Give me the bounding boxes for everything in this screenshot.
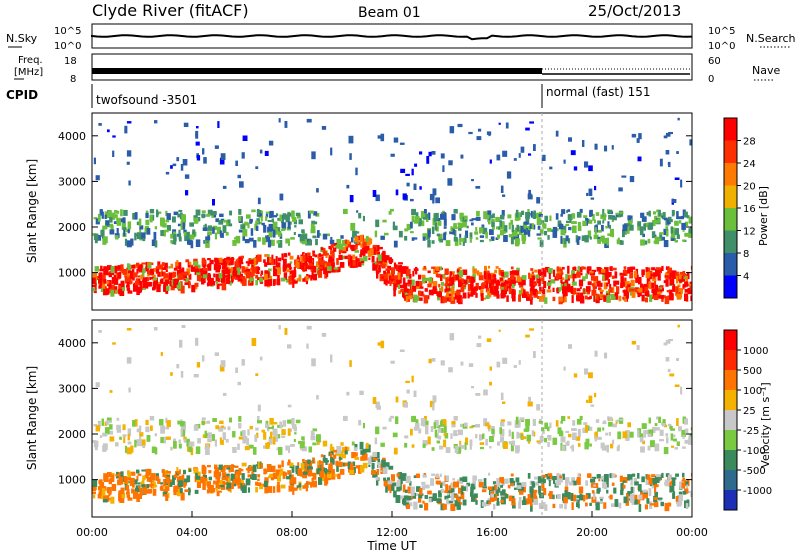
velocity-cbar-title: Velocity [m s⁻¹] xyxy=(759,382,772,467)
xtick-label: 16:00 xyxy=(476,526,508,539)
colorbar-swatch xyxy=(724,430,737,450)
colorbar-tick: 12 xyxy=(743,227,756,238)
xtick-label: 04:00 xyxy=(176,526,208,539)
freq-label-1: Freq. xyxy=(18,55,43,66)
power-colorbar: 4 8 12 16 20 24 28 xyxy=(723,117,756,299)
nsky-label: N.Sky xyxy=(6,32,38,45)
cpid-normal: normal (fast) 151 xyxy=(546,85,650,99)
power-yaxis: 1000 2000 3000 4000 xyxy=(58,130,692,280)
colorbar-tick: -100 xyxy=(743,446,766,457)
colorbar-tick: 20 xyxy=(743,182,756,193)
ytick-label: 3000 xyxy=(58,175,86,188)
xtick-label: 08:00 xyxy=(276,526,308,539)
ytick-label: 2000 xyxy=(58,221,86,234)
freq-tick-top: 18 xyxy=(64,56,77,67)
ytick-label: 4000 xyxy=(58,337,86,350)
cpid-label: CPID xyxy=(6,88,38,102)
colorbar-swatch xyxy=(724,450,737,470)
nave-tick-bottom: 0 xyxy=(708,74,714,85)
colorbar-tick: -1000 xyxy=(743,486,772,497)
colorbar-tick: 8 xyxy=(743,249,749,260)
velocity-ylabel: Slant Range [km] xyxy=(25,366,39,470)
beam-title: Beam 01 xyxy=(358,5,421,21)
colorbar-tick: -25 xyxy=(743,426,759,437)
power-cbar-title: Power [dB] xyxy=(757,186,770,246)
power-panel: 1000 2000 3000 4000 Slant Range [km] 4 8 12 16… xyxy=(25,112,770,311)
colorbar-swatch xyxy=(724,490,737,510)
power-ylabel: Slant Range [km] xyxy=(25,159,39,263)
nsky-tick-bottom: 10^0 xyxy=(54,41,81,52)
ytick-label: 1000 xyxy=(58,267,86,280)
colorbar-swatch xyxy=(724,185,737,208)
nsky-series xyxy=(91,34,693,41)
nave-label: Nave xyxy=(752,64,780,77)
cpid-twofsound: twofsound -3501 xyxy=(96,93,197,107)
xtick-label: 00:00 xyxy=(676,526,708,539)
freq-label-2: [MHz] xyxy=(14,67,43,78)
colorbar-swatch xyxy=(724,118,737,141)
colorbar-tick: 500 xyxy=(743,366,762,377)
colorbar-swatch xyxy=(724,330,737,350)
ytick-label: 4000 xyxy=(58,130,86,143)
nsearch-tick-bottom: 10^0 xyxy=(708,41,735,52)
colorbar-swatch xyxy=(724,410,737,430)
ytick-label: 2000 xyxy=(58,428,86,441)
freq-band xyxy=(92,68,542,74)
colorbar-swatch xyxy=(724,390,737,410)
nsky-panel: N.Sky 10^5 10^0 10^5 10^0 N.Search xyxy=(6,23,796,52)
colorbar-swatch xyxy=(724,253,737,276)
colorbar-tick: 24 xyxy=(743,159,756,170)
colorbar-swatch xyxy=(724,140,737,163)
velocity-xlabel: Time UT xyxy=(366,539,417,553)
colorbar-swatch xyxy=(724,230,737,253)
ytick-label: 3000 xyxy=(58,382,86,395)
colorbar-tick: 16 xyxy=(743,204,756,215)
power-heatmap xyxy=(92,117,692,305)
colorbar-swatch xyxy=(724,163,737,186)
date-title: 25/Oct/2013 xyxy=(588,2,681,20)
cpid-panel: CPID twofsound -3501 normal (fast) 151 xyxy=(6,84,650,108)
xtick-label: 00:00 xyxy=(76,526,108,539)
velocity-yaxis: 1000 2000 3000 4000 xyxy=(58,337,692,487)
xtick-label: 12:00 xyxy=(376,526,408,539)
nave-tick-top: 60 xyxy=(708,56,721,67)
velocity-xaxis: 00:00 04:00 08:00 12:00 16:00 20:00 00:00 xyxy=(76,511,708,539)
colorbar-tick: 25 xyxy=(743,406,756,417)
colorbar-swatch xyxy=(724,350,737,370)
colorbar-swatch xyxy=(724,208,737,231)
colorbar-tick: 28 xyxy=(743,137,756,148)
nsearch-tick-top: 10^5 xyxy=(708,26,735,37)
freq-tick-bottom: 8 xyxy=(70,74,76,85)
colorbar-tick: 1000 xyxy=(743,346,768,357)
nsearch-label: N.Search xyxy=(746,32,796,45)
colorbar-swatch xyxy=(724,370,737,390)
freq-panel: Freq. [MHz] 18 8 60 0 Nave xyxy=(14,53,780,85)
velocity-heatmap xyxy=(92,324,692,512)
colorbar-swatch xyxy=(724,470,737,490)
colorbar-tick: 100 xyxy=(743,386,762,397)
ytick-label: 1000 xyxy=(58,474,86,487)
xtick-label: 20:00 xyxy=(576,526,608,539)
velocity-colorbar: 1000 500 100 25 -25 -100 -500 -1000 xyxy=(723,329,772,511)
colorbar-swatch xyxy=(724,275,737,298)
nsky-tick-top: 10^5 xyxy=(54,26,81,37)
colorbar-tick: 4 xyxy=(743,272,749,283)
colorbar-tick: -500 xyxy=(743,466,766,477)
station-title: Clyde River (fitACF) xyxy=(92,1,249,20)
